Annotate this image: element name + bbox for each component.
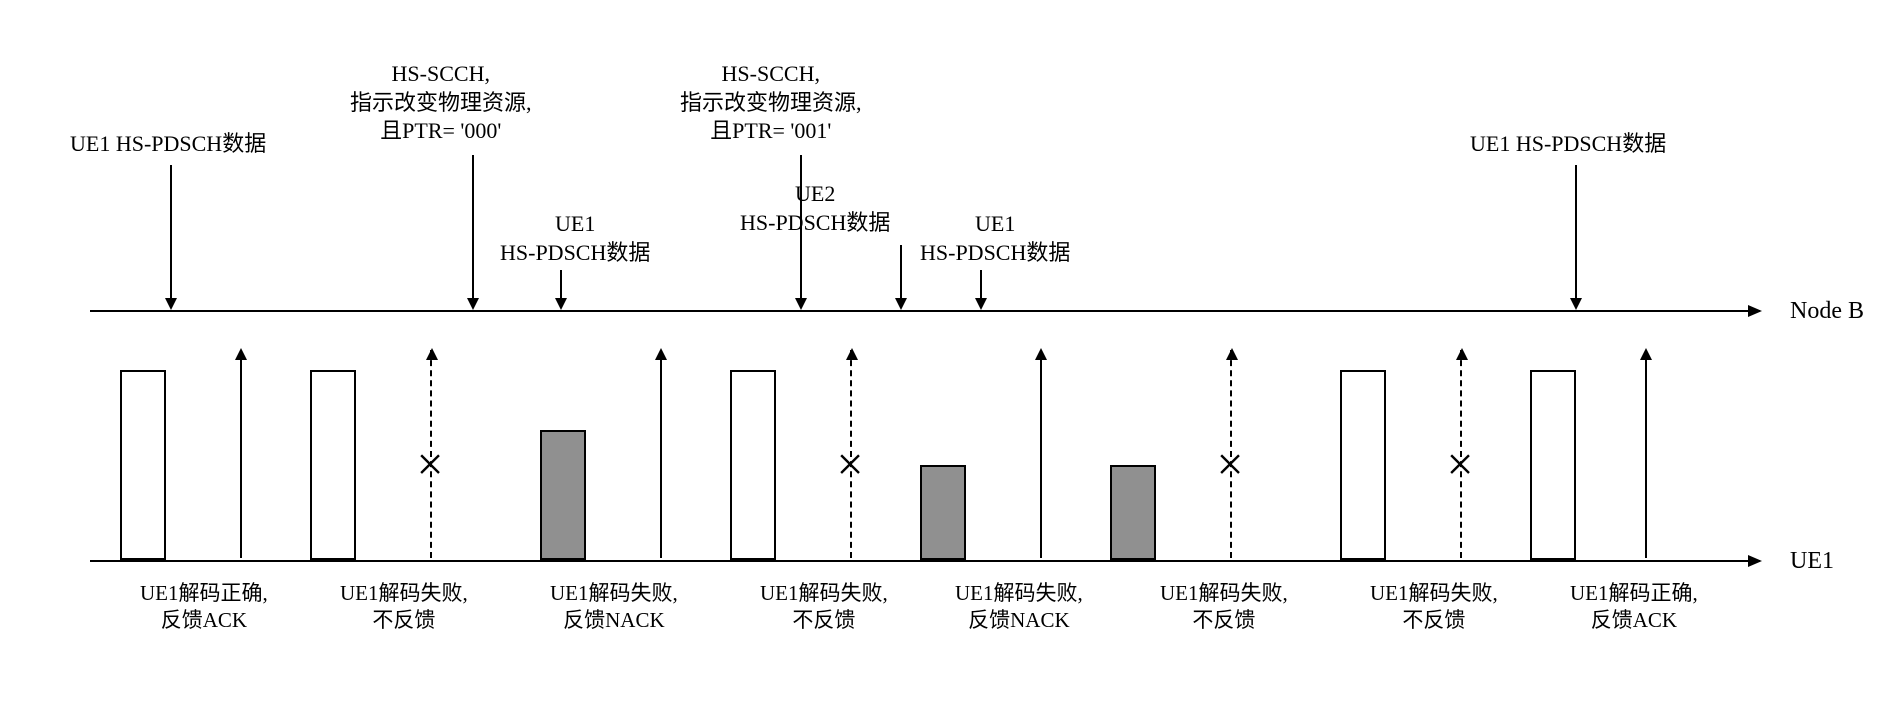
bottom-label-bl1: UE1解码失败, 不反馈 bbox=[340, 580, 468, 635]
bottom-label-bl3: UE1解码失败, 不反馈 bbox=[760, 580, 888, 635]
top-label-tl6: UE1 HS-PDSCH数据 bbox=[1470, 130, 1666, 159]
bar-b3 bbox=[730, 370, 776, 560]
down-arrow-tl4 bbox=[900, 245, 902, 308]
bar-b5 bbox=[1110, 465, 1156, 560]
bottom-label-bl7: UE1解码正确, 反馈ACK bbox=[1570, 580, 1698, 635]
cross-ua6: × bbox=[1446, 441, 1473, 489]
down-arrow-tl1 bbox=[472, 155, 474, 308]
cross-ua1: × bbox=[416, 441, 443, 489]
bar-b7 bbox=[1530, 370, 1576, 560]
timeline-ue1 bbox=[90, 560, 1760, 562]
top-label-tl3: HS-SCCH, 指示改变物理资源, 且PTR= '001' bbox=[680, 60, 862, 146]
bottom-label-bl6: UE1解码失败, 不反馈 bbox=[1370, 580, 1498, 635]
down-arrow-tl5 bbox=[980, 270, 982, 308]
cross-ua5: × bbox=[1216, 441, 1243, 489]
down-arrow-tl0 bbox=[170, 165, 172, 308]
bar-b1 bbox=[310, 370, 356, 560]
timeline-nodeB bbox=[90, 310, 1760, 312]
bar-b2 bbox=[540, 430, 586, 560]
bottom-label-bl0: UE1解码正确, 反馈ACK bbox=[140, 580, 268, 635]
top-label-tl1: HS-SCCH, 指示改变物理资源, 且PTR= '000' bbox=[350, 60, 532, 146]
up-arrow-ua4 bbox=[1040, 350, 1042, 558]
top-label-tl2: UE1 HS-PDSCH数据 bbox=[500, 210, 650, 267]
down-arrow-tl2 bbox=[560, 270, 562, 308]
bar-b0 bbox=[120, 370, 166, 560]
up-arrow-ua0 bbox=[240, 350, 242, 558]
down-arrow-tl6 bbox=[1575, 165, 1577, 308]
up-arrow-ua7 bbox=[1645, 350, 1647, 558]
top-label-tl5: UE1 HS-PDSCH数据 bbox=[920, 210, 1070, 267]
timing-diagram: Node B UE1 UE1 HS-PDSCH数据 HS-SCCH, 指示改变物理资源… bbox=[20, 20, 1897, 701]
cross-ua3: × bbox=[836, 441, 863, 489]
bottom-label-bl5: UE1解码失败, 不反馈 bbox=[1160, 580, 1288, 635]
bar-b6 bbox=[1340, 370, 1386, 560]
bar-b4 bbox=[920, 465, 966, 560]
bottom-label-bl2: UE1解码失败, 反馈NACK bbox=[550, 580, 678, 635]
timeline-label-ue1: UE1 bbox=[1790, 548, 1834, 575]
top-label-tl0: UE1 HS-PDSCH数据 bbox=[70, 130, 266, 159]
up-arrow-ua2 bbox=[660, 350, 662, 558]
timeline-label-nodeB: Node B bbox=[1790, 298, 1864, 325]
top-label-tl4: UE2 HS-PDSCH数据 bbox=[740, 180, 890, 237]
bottom-label-bl4: UE1解码失败, 反馈NACK bbox=[955, 580, 1083, 635]
